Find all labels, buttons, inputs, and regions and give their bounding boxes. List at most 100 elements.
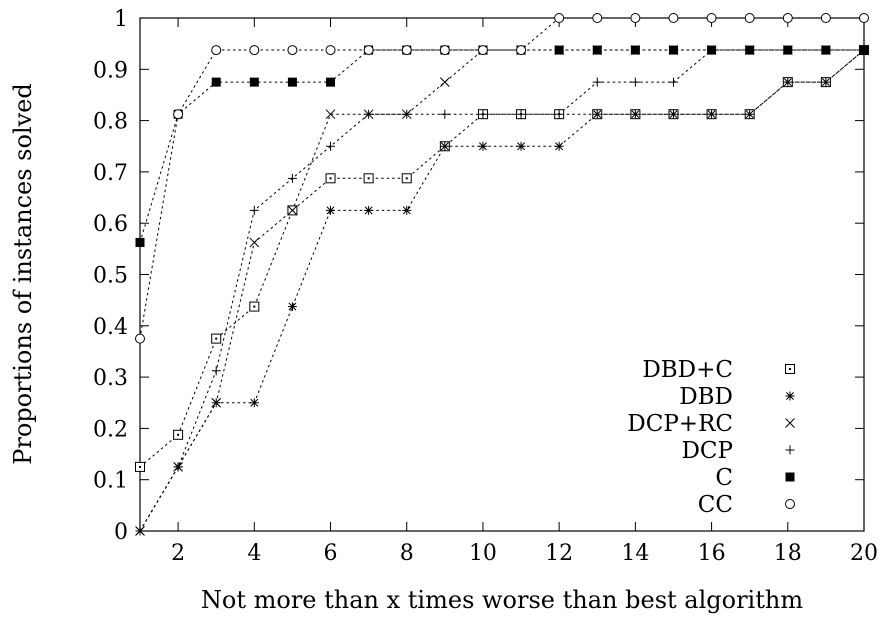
y-tick-label: 0.8 — [93, 110, 128, 135]
legend-label-c: C — [715, 465, 733, 491]
series-line-c — [139, 49, 864, 243]
point-dcp — [249, 205, 259, 215]
point-dbd — [783, 77, 793, 87]
point-cc — [820, 13, 831, 23]
y-tick-label: 1 — [114, 7, 128, 32]
point-c — [745, 45, 755, 55]
point-dbd — [592, 109, 602, 119]
point-dcp — [211, 366, 221, 376]
legend-marker-dbd — [785, 391, 795, 401]
point-c — [554, 45, 564, 55]
legend-marker-cc — [785, 499, 795, 509]
point-cc — [477, 45, 488, 56]
x-tick-label: 4 — [247, 541, 261, 566]
y-axis-ticks: 0 0.1 0.2 0.3 0.4 0.5 0.6 0.7 0.8 0.9 1 — [93, 7, 864, 545]
point-cc — [668, 13, 679, 23]
point-dcp — [592, 77, 602, 87]
point-dcp — [554, 109, 564, 119]
x-tick-label: 2 — [171, 541, 185, 566]
point-dbd — [707, 109, 717, 119]
point-dcp — [287, 173, 297, 183]
point-dcp — [326, 141, 336, 151]
point-cc — [706, 13, 717, 23]
y-tick-label: 0.7 — [93, 161, 128, 186]
point-cc — [782, 13, 793, 23]
point-cc — [516, 45, 527, 56]
point-dcp — [402, 109, 412, 119]
series-lines — [139, 17, 865, 532]
point-c — [668, 45, 678, 55]
y-tick-label: 0.5 — [93, 264, 128, 289]
x-tick-label: 18 — [774, 541, 802, 566]
legend-label-dcp-rc: DCP+RC — [627, 411, 733, 437]
point-dcp-rc — [325, 109, 336, 120]
point-dcp — [516, 109, 526, 119]
y-tick-label: 0.2 — [93, 417, 128, 442]
point-dbd — [364, 205, 374, 215]
point-dbd-c — [173, 429, 184, 440]
y-axis-label: Proportions of instances solved — [9, 83, 37, 465]
point-dcp — [173, 462, 183, 472]
point-dbd — [478, 141, 488, 151]
point-dcp-rc — [439, 77, 450, 87]
point-dbd — [821, 77, 831, 87]
x-tick-label: 12 — [545, 541, 573, 566]
point-c — [592, 45, 602, 55]
point-dbd — [668, 109, 678, 119]
x-tick-label: 14 — [621, 541, 649, 566]
plot-frame — [139, 17, 865, 532]
series-line-dbd — [139, 49, 865, 532]
point-dbd-c — [325, 173, 336, 184]
legend-label-dcp: DCP — [681, 438, 733, 464]
point-cc — [859, 13, 869, 23]
point-dbd — [745, 109, 755, 119]
x-tick-label: 16 — [698, 541, 726, 566]
point-cc — [249, 45, 260, 56]
point-c — [326, 77, 336, 87]
point-dbd-c — [401, 173, 412, 184]
point-c — [211, 77, 221, 87]
y-tick-label: 0.4 — [93, 315, 128, 340]
point-dcp — [135, 526, 145, 536]
point-dcp — [668, 77, 678, 87]
x-tick-label: 10 — [469, 541, 497, 566]
point-c — [249, 77, 259, 87]
series-line-dcp-rc — [139, 49, 864, 532]
series-markers — [135, 13, 869, 536]
legend-label-dbd-c: DBD+C — [642, 357, 733, 383]
point-dbd-c — [363, 173, 374, 184]
point-dbd — [440, 141, 450, 151]
point-dcp-rc — [249, 237, 260, 248]
point-cc — [287, 45, 298, 56]
point-cc — [744, 13, 755, 23]
point-cc — [630, 13, 641, 23]
point-dcp — [364, 109, 374, 119]
point-dbd-c — [249, 301, 260, 312]
point-cc — [363, 45, 374, 56]
point-c — [859, 45, 869, 55]
point-cc — [554, 13, 565, 23]
series-line-cc — [139, 17, 864, 339]
point-c — [707, 45, 717, 55]
point-cc — [439, 45, 450, 56]
point-dbd — [287, 302, 297, 312]
x-axis-ticks: 2 4 6 8 10 12 14 16 18 20 — [171, 18, 878, 566]
point-dbd-c — [211, 333, 222, 344]
point-c — [630, 45, 640, 55]
point-c — [287, 77, 297, 87]
point-c — [783, 45, 793, 55]
y-tick-label: 0.3 — [93, 366, 128, 391]
x-tick-label: 20 — [850, 541, 878, 566]
point-dbd — [554, 141, 564, 151]
point-dbd — [249, 398, 259, 408]
legend-marker-dbd-c — [785, 364, 795, 374]
point-dcp-rc — [211, 397, 222, 408]
point-dbd — [630, 109, 640, 119]
point-dcp — [478, 109, 488, 119]
legend-label-dbd: DBD — [679, 384, 733, 410]
point-cc — [325, 45, 336, 56]
x-tick-label: 8 — [400, 541, 414, 566]
point-cc — [173, 109, 184, 120]
point-c — [135, 237, 145, 247]
